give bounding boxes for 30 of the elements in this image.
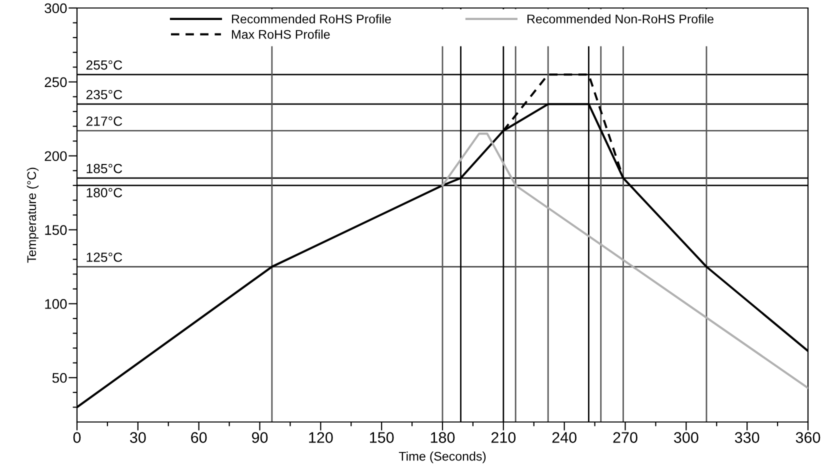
x-tick-label: 180 [430, 432, 455, 443]
y-tick-label: 150 [45, 225, 67, 235]
legend-label: Recommended RoHS Profile [232, 14, 391, 24]
x-tick-label: 240 [552, 432, 576, 443]
y-tick-label: 100 [45, 299, 67, 309]
y-tick-label: 300 [44, 3, 67, 14]
ref-line-label: 217°C [86, 116, 122, 126]
legend-label: Recommended Non-RoHS Profile [527, 14, 714, 24]
x-tick-label: 120 [309, 432, 333, 443]
x-tick-label: 330 [734, 432, 760, 443]
y-axis-title: Temperature (°C) [26, 168, 39, 263]
y-tick-label: 250 [44, 77, 67, 88]
x-tick-label: 270 [613, 432, 638, 443]
ref-line-label: 180°C [86, 188, 122, 198]
x-axis-title: Time (Seconds) [398, 452, 486, 464]
ref-line-label: 255°C [86, 60, 122, 70]
x-tick-label: 60 [191, 432, 207, 443]
legend-label: Max RoHS Profile [232, 30, 330, 39]
ref-line-label: 235°C [86, 90, 122, 100]
x-tick-label: 210 [491, 432, 516, 443]
x-tick-label: 30 [130, 432, 146, 443]
ref-line-label: 125°C [86, 252, 122, 262]
x-tick-label: 0 [73, 432, 81, 443]
x-tick-label: 300 [674, 432, 698, 443]
y-tick-label: 200 [44, 151, 67, 162]
ref-line-label: 185°C [86, 164, 122, 174]
y-tick-label: 50 [52, 372, 67, 383]
x-tick-label: 360 [796, 432, 820, 443]
x-tick-label: 90 [252, 432, 268, 443]
x-tick-label: 150 [370, 432, 394, 443]
